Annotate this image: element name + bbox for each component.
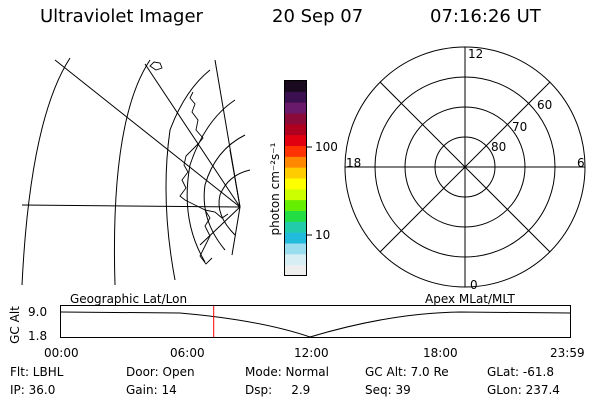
colorbar-segment: [285, 167, 306, 179]
status-ip: IP: 36.0: [10, 383, 56, 397]
colorbar-segment: [285, 178, 306, 190]
timeline-xtick-2: 12:00: [294, 346, 329, 360]
colorbar-segment: [285, 189, 306, 201]
timeline-xtick-0: 00:00: [44, 346, 79, 360]
mlt-label-18: 18: [346, 156, 362, 170]
colorbar-segment: [285, 232, 306, 244]
colorbar-unit-label: photon cm⁻²s⁻¹: [268, 142, 282, 236]
colorbar-segment: [285, 200, 306, 212]
colorbar-segment: [285, 156, 306, 169]
status-mode: Mode: Normal: [245, 365, 329, 379]
status-glat: GLat: -61.8: [487, 365, 554, 379]
colorbar-segment: [285, 91, 306, 104]
status-door: Door: Open: [126, 365, 195, 379]
colorbar-segment: [285, 254, 306, 266]
timeline-xtick-4: 23:59: [550, 346, 585, 360]
status-filter: Flt: LBHL: [10, 365, 64, 379]
image-time: 07:16:26 UT: [430, 6, 541, 27]
colorbar-segment: [285, 124, 306, 136]
mlt-label-0: 0: [470, 278, 478, 292]
timeline-right-label: Apex MLat/MLT: [425, 292, 515, 306]
status-glon: GLon: 237.4: [487, 383, 560, 397]
timeline-left-label: Geographic Lat/Lon: [70, 292, 188, 306]
colorbar-segment: [285, 135, 306, 147]
status-gc-alt: GC Alt: 7.0 Re: [365, 365, 449, 379]
polar-plot: [344, 46, 586, 288]
image-date: 20 Sep 07: [272, 6, 364, 27]
colorbar-tick-100: 100: [315, 140, 338, 154]
colorbar-tick-10: 10: [315, 228, 331, 242]
colorbar-segment: [285, 211, 306, 223]
colorbar-segment: [285, 265, 306, 276]
lat-label-80: 80: [491, 140, 507, 154]
timeline-xtick-1: 06:00: [170, 346, 205, 360]
timeline-ytick-top: 9.0: [28, 305, 48, 319]
colorbar-segment: [285, 102, 306, 114]
status-dsp: Dsp: 2.9: [245, 383, 311, 397]
mlt-label-12: 12: [468, 47, 484, 61]
timeline-ytick-bottom: 1.8: [28, 329, 48, 343]
colorbar-segment: [285, 221, 306, 234]
colorbar-segment: [285, 146, 306, 158]
colorbar: [284, 80, 312, 276]
status-seq: Seq: 39: [365, 383, 411, 397]
geographic-map: [21, 57, 251, 285]
colorbar-segment: [285, 243, 306, 255]
app-title: Ultraviolet Imager: [40, 6, 203, 27]
timeline-axis-label: GC Alt: [8, 306, 22, 344]
lat-label-70: 70: [512, 120, 528, 134]
mlt-label-6: 6: [577, 156, 585, 170]
colorbar-segment: [285, 113, 306, 125]
altitude-timeline: [60, 305, 571, 338]
timeline-xtick-3: 18:00: [423, 346, 458, 360]
colorbar-segment: [285, 81, 306, 93]
lat-label-60: 60: [537, 98, 553, 112]
status-gain: Gain: 14: [126, 383, 177, 397]
